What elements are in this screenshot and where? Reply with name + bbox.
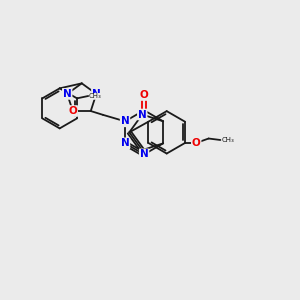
Text: N: N: [140, 149, 148, 159]
Text: N: N: [63, 89, 72, 99]
Text: O: O: [68, 106, 77, 116]
Text: CH₃: CH₃: [89, 93, 102, 99]
Text: N: N: [121, 138, 129, 148]
Text: O: O: [192, 138, 201, 148]
Text: N: N: [138, 110, 147, 119]
Text: O: O: [140, 90, 148, 100]
Text: N: N: [121, 116, 129, 126]
Text: CH₃: CH₃: [222, 137, 235, 143]
Text: N: N: [92, 89, 101, 99]
